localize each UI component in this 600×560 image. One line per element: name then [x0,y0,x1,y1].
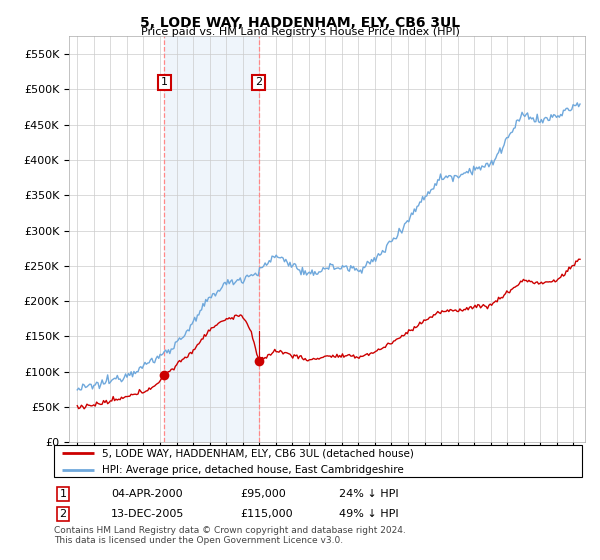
Text: This data is licensed under the Open Government Licence v3.0.: This data is licensed under the Open Gov… [54,536,343,545]
Text: £95,000: £95,000 [240,489,286,499]
Text: 13-DEC-2005: 13-DEC-2005 [111,509,184,519]
Text: 5, LODE WAY, HADDENHAM, ELY, CB6 3UL (detached house): 5, LODE WAY, HADDENHAM, ELY, CB6 3UL (de… [101,449,413,459]
Text: HPI: Average price, detached house, East Cambridgeshire: HPI: Average price, detached house, East… [101,465,403,475]
Text: 49% ↓ HPI: 49% ↓ HPI [339,509,398,519]
Bar [164,36,259,442]
Text: 5, LODE WAY, HADDENHAM, ELY, CB6 3UL: 5, LODE WAY, HADDENHAM, ELY, CB6 3UL [140,16,460,30]
Text: Price paid vs. HM Land Registry's House Price Index (HPI): Price paid vs. HM Land Registry's House … [140,27,460,37]
Text: 2: 2 [255,77,262,87]
Text: 2: 2 [59,509,67,519]
Text: 04-APR-2000: 04-APR-2000 [111,489,182,499]
Text: 1: 1 [59,489,67,499]
Text: 1: 1 [161,77,168,87]
Text: Contains HM Land Registry data © Crown copyright and database right 2024.: Contains HM Land Registry data © Crown c… [54,526,406,535]
Text: 24% ↓ HPI: 24% ↓ HPI [339,489,398,499]
Text: £115,000: £115,000 [240,509,293,519]
